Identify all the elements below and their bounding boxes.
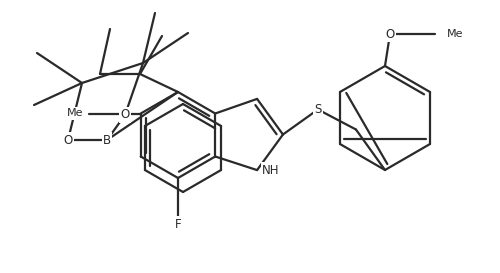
- Text: O: O: [120, 108, 130, 121]
- Text: O: O: [64, 133, 72, 147]
- Text: B: B: [103, 133, 111, 147]
- Text: Me: Me: [68, 108, 84, 118]
- Text: Me: Me: [447, 29, 464, 39]
- Text: NH: NH: [262, 164, 280, 177]
- Text: F: F: [174, 218, 182, 230]
- Text: O: O: [386, 28, 394, 40]
- Text: S: S: [314, 103, 322, 116]
